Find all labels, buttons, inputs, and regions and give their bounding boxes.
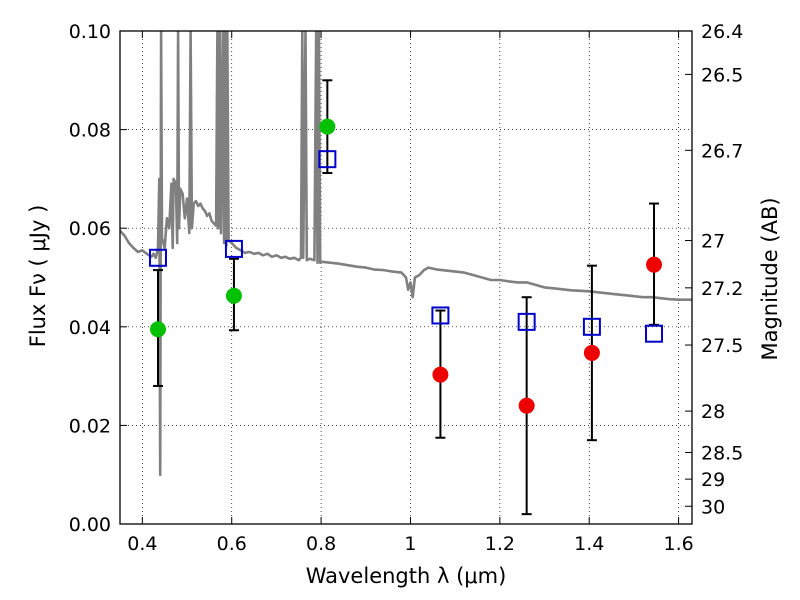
observed-point (518, 397, 535, 414)
model-point (431, 306, 450, 325)
x-tick-label: 0.6 (217, 533, 247, 555)
mag-tick-label: 27.2 (701, 278, 743, 300)
sed-model-line (120, 31, 692, 476)
model-point (224, 239, 243, 258)
x-tick-label: 1 (404, 533, 416, 555)
mag-tick-label: 27 (701, 231, 725, 253)
model-point (645, 324, 664, 343)
mag-tick-label: 28.5 (701, 443, 743, 465)
model-point (517, 312, 536, 331)
x-tick-label: 1.6 (663, 533, 693, 555)
model-point (318, 150, 337, 169)
y-tick-label: 0.02 (69, 415, 111, 437)
y-axis-label: Flux Fν ( μJy ) (26, 205, 50, 348)
y-tick-label: 0.04 (69, 317, 111, 339)
y-tick-label: 0.06 (69, 218, 111, 240)
mag-tick-label: 26.4 (701, 21, 743, 43)
mag-tick-label: 27.5 (701, 335, 743, 357)
y-tick-label: 0.10 (69, 21, 111, 43)
x-axis-label: Wavelength λ (μm) (306, 564, 507, 588)
observed-point (319, 118, 336, 135)
observed-point (432, 366, 449, 383)
data-points-layer (148, 79, 664, 516)
y-tick-label: 0.00 (69, 514, 111, 536)
y2-axis-label: Magnitude (AB) (758, 197, 782, 360)
y-tick-label: 0.08 (69, 120, 111, 142)
observed-point (149, 321, 166, 338)
x-tick-label: 0.4 (127, 533, 157, 555)
plot-frame (119, 30, 693, 525)
mag-tick-label: 30 (701, 496, 725, 518)
axis-ticks: 0.4 0.6 0.8 1 1.2 1.4 1.6 0.00 0.02 0.04 0.06 0.08 0… (69, 21, 744, 555)
model-point (582, 317, 601, 336)
sed-model-layer (120, 31, 692, 476)
mag-tick-label: 29 (701, 469, 725, 491)
observed-point (225, 287, 242, 304)
x-tick-label: 1.2 (485, 533, 515, 555)
observed-point (583, 344, 600, 361)
observed-point (646, 256, 663, 273)
mag-tick-label: 26.5 (701, 64, 743, 86)
x-tick-label: 0.8 (306, 533, 336, 555)
x-tick-label: 1.4 (574, 533, 604, 555)
model-point (148, 248, 167, 267)
mag-tick-label: 28 (701, 401, 725, 423)
mag-tick-label: 26.7 (701, 140, 743, 162)
